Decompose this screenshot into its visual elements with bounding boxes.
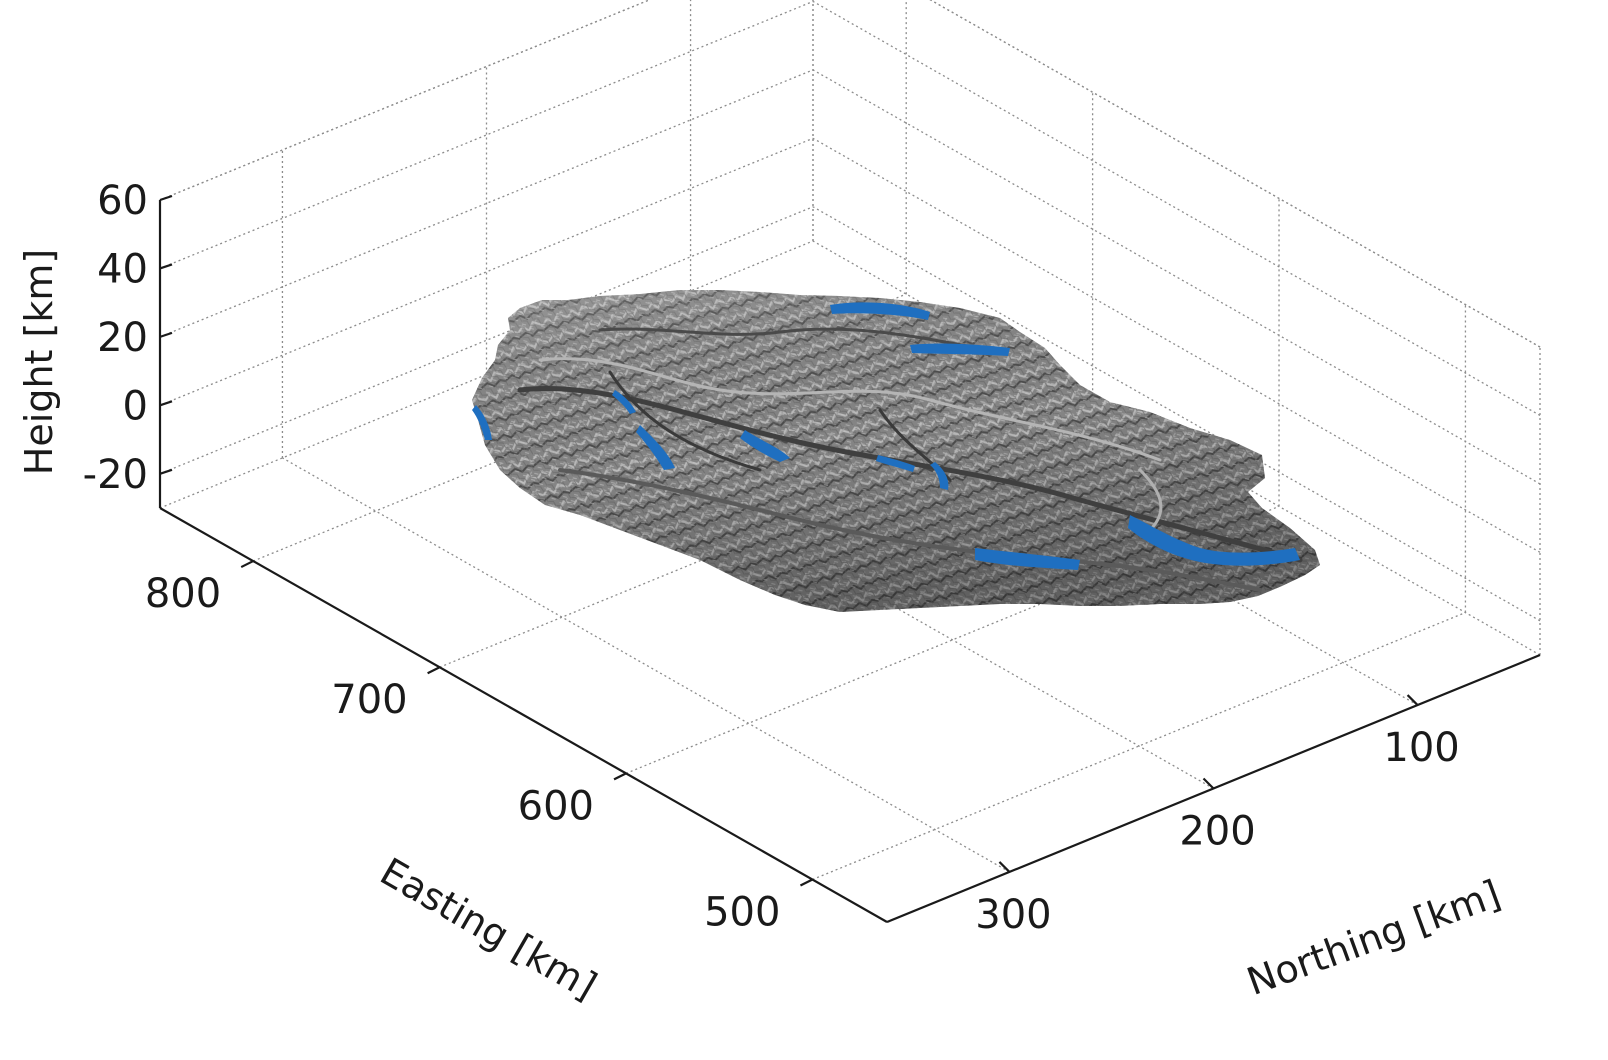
- tick-labels: 500 600 700 800 100 200 300 -20 0 20 40 60: [83, 178, 1460, 938]
- z-tick-mark: [159, 194, 173, 202]
- z-tick-mark: [159, 400, 173, 407]
- x-tick-label: 600: [518, 783, 594, 829]
- z-tick-mark: [159, 263, 173, 270]
- x-tick-mark: [240, 560, 254, 569]
- grid-line-z: [929, 0, 1541, 348]
- grid: [159, 0, 1541, 923]
- z-tick-label: 0: [123, 383, 148, 429]
- x-tick-label: 800: [145, 571, 221, 617]
- x-tick-mark: [613, 772, 627, 781]
- lakes: [472, 302, 1300, 570]
- y-tick-mark: [1202, 777, 1215, 790]
- y-tick-label: 300: [975, 892, 1051, 938]
- axes: [158, 194, 1541, 924]
- z-tick-label: 60: [97, 178, 148, 224]
- x-tick-label: 500: [704, 890, 780, 936]
- z-tick-mark: [159, 468, 173, 475]
- grid-line-top: [929, 0, 1541, 348]
- y-axis-label: Northing [km]: [1241, 872, 1506, 1004]
- terrain-ridges: [517, 327, 1303, 592]
- y-tick-mark: [998, 861, 1011, 873]
- z-axis-label: Height [km]: [17, 249, 61, 475]
- x-axis-label: Easting [km]: [373, 849, 604, 1008]
- z-tick-mark: [159, 331, 173, 338]
- x-tick-label: 700: [331, 677, 407, 723]
- x-tick-mark: [427, 666, 441, 675]
- terrain-shading: [472, 290, 1320, 612]
- grid-line-top: [159, 0, 651, 201]
- x-axis-line: [159, 507, 888, 923]
- z-tick-label: 20: [97, 315, 148, 361]
- x-tick-mark: [799, 878, 813, 887]
- y-tick-label: 200: [1179, 809, 1255, 855]
- z-tick-label: -20: [83, 452, 148, 498]
- y-tick-label: 100: [1383, 725, 1459, 771]
- z-tick-label: 40: [97, 246, 148, 292]
- grid-line-z: [159, 0, 651, 201]
- terrain-surface: [472, 290, 1320, 612]
- y-tick-mark: [1406, 694, 1419, 706]
